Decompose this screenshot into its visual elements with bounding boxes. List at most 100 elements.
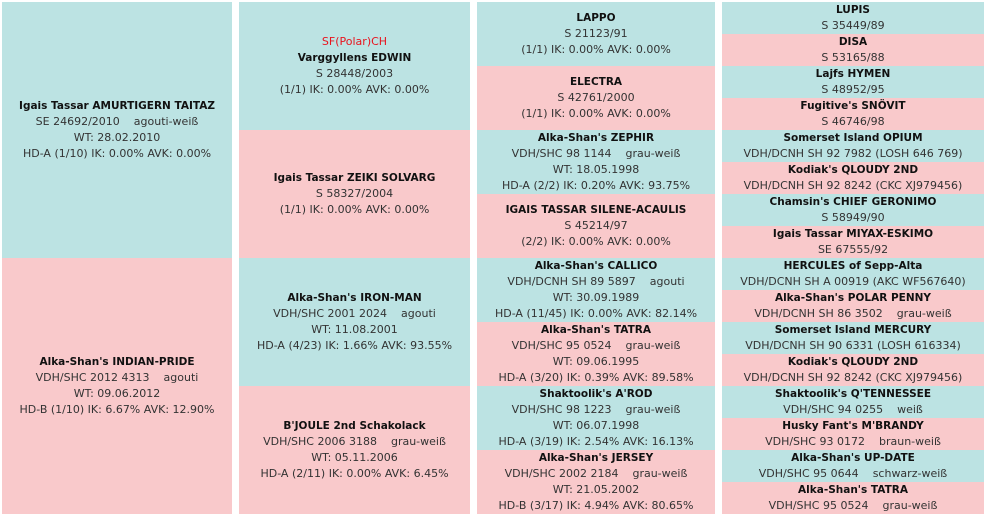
ancestor-cell-dam[interactable]: Alka-Shan's JERSEY VDH/SHC 2002 2184 grau-… (477, 450, 715, 514)
registration-number: S 42761/2000 (557, 91, 635, 104)
coat-color: grau-weiß (625, 147, 681, 160)
dog-name: Alka-Shan's UP-DATE (791, 451, 915, 464)
registration-line: S 42761/2000 (557, 90, 634, 106)
registration-line: VDH/DCNH SH 90 6331 (LOSH 616334) (745, 338, 961, 354)
ancestor-cell-dam[interactable]: Alka-Shan's TATRA VDH/SHC 95 0524 grau-wei… (477, 322, 715, 386)
registration-number: VDH/DCNH SH A 00919 (AKC WF567640) (740, 275, 966, 288)
registration-number: VDH/DCNH SH 90 6331 (LOSH 616334) (745, 339, 961, 352)
coat-color: agouti (649, 275, 685, 288)
ancestor-cell-sire[interactable]: Alka-Shan's IRON-MAN VDH/SHC 2001 2024 ago… (239, 258, 470, 386)
registration-line: VDH/SHC 93 0172 braun-weiß (765, 434, 941, 450)
coat-color: agouti-weiß (133, 115, 199, 128)
ancestor-cell-sire[interactable]: Shaktoolik's Q'TENNESSEE VDH/SHC 94 0255 w… (722, 386, 984, 418)
ancestor-cell-dam[interactable]: Fugitive's SNÖVIT S 46746/98 (722, 98, 984, 130)
ancestor-cell-dam[interactable]: Kodiak's QLOUDY 2ND VDH/DCNH SH 92 8242 (… (722, 354, 984, 386)
registration-line: VDH/SHC 95 0644 schwarz-weiß (759, 466, 947, 482)
ancestor-cell-dam[interactable]: Igais Tassar MIYAX-ESKIMO SE 67555/92 (722, 226, 984, 258)
registration-number: S 21123/91 (564, 27, 628, 40)
ancestor-cell-dam[interactable]: DISA S 53165/88 (722, 34, 984, 66)
ancestor-cell-sire[interactable]: Chamsin's CHIEF GERONIMO S 58949/90 (722, 194, 984, 226)
dog-name: Varggyllens EDWIN (297, 52, 412, 64)
registration-line: S 46746/98 (821, 114, 884, 130)
health-stats: HD-B (1/10) IK: 6.67% AVK: 12.90% (19, 403, 215, 416)
registration-number: VDH/SHC 2002 2184 (504, 467, 619, 480)
ancestor-cell-sire[interactable]: Alka-Shan's UP-DATE VDH/SHC 95 0644 schwar… (722, 450, 984, 482)
registration-line: S 53165/88 (821, 50, 884, 66)
ancestor-cell-dam[interactable]: Husky Fant's M'BRANDY VDH/SHC 93 0172 brau… (722, 418, 984, 450)
dog-name: Chamsin's CHIEF GERONIMO (769, 195, 937, 208)
coat-color: schwarz-weiß (872, 467, 948, 480)
registration-number: VDH/SHC 95 0644 (758, 467, 859, 480)
ancestor-cell-sire[interactable]: Somerset Island OPIUM VDH/DCNH SH 92 7982… (722, 130, 984, 162)
ancestor-cell-sire[interactable]: LUPIS S 35449/89 (722, 2, 984, 34)
ancestor-cell-sire[interactable]: Igais Tassar AMURTIGERN TAITAZ SE 24692/2… (2, 2, 232, 258)
registration-line: VDH/DCNH SH 92 7982 (LOSH 646 769) (743, 146, 962, 162)
health-stats: (1/1) IK: 0.00% AVK: 0.00% (521, 107, 671, 120)
dog-name: Igais Tassar ZEIKI SOLVARG (273, 172, 436, 184)
registration-number: VDH/SHC 2006 3188 (263, 435, 377, 448)
ancestor-cell-dam[interactable]: B'JOULE 2nd Schakolack VDH/SHC 2006 3188 g… (239, 386, 470, 514)
health-stats: (2/2) IK: 0.00% AVK: 0.00% (521, 235, 671, 248)
dog-name: Husky Fant's M'BRANDY (782, 419, 924, 432)
ancestor-cell-dam[interactable]: Kodiak's QLOUDY 2ND VDH/DCNH SH 92 8242 (… (722, 162, 984, 194)
ancestor-cell-sire[interactable]: Alka-Shan's CALLICO VDH/DCNH SH 89 5897 ag… (477, 258, 715, 322)
registration-number: S 58327/2004 (315, 187, 394, 200)
dog-name: Shaktoolik's A'ROD (539, 388, 653, 400)
registration-number: VDH/DCNH SH 92 7982 (LOSH 646 769) (743, 147, 963, 160)
ancestor-cell-dam[interactable]: Alka-Shan's INDIAN-PRIDE VDH/SHC 2012 431… (2, 258, 232, 514)
generation-4-column: LUPIS S 35449/89 DISA S 53165/88 Lajfs HYMEN… (722, 2, 984, 514)
ancestor-cell-dam[interactable]: Alka-Shan's TATRA VDH/SHC 95 0524 grau-wei… (722, 482, 984, 514)
dog-name: IGAIS TASSAR SILENE-ACAULIS (505, 204, 687, 216)
birth-date: WT: 09.06.1995 (552, 355, 640, 368)
ancestor-cell-dam[interactable]: Igais Tassar ZEIKI SOLVARG S 58327/2004 (1… (239, 130, 470, 258)
dog-name: Kodiak's QLOUDY 2ND (787, 355, 919, 368)
health-stats: HD-A (1/10) IK: 0.00% AVK: 0.00% (22, 147, 212, 160)
coat-color: grau-weiß (632, 467, 688, 480)
ancestor-cell-dam[interactable]: Alka-Shan's POLAR PENNY VDH/DCNH SH 86 35… (722, 290, 984, 322)
registration-number: VDH/SHC 94 0255 (783, 403, 884, 416)
birth-date: WT: 11.08.2001 (311, 323, 398, 336)
health-stats: (1/1) IK: 0.00% AVK: 0.00% (279, 83, 430, 96)
registration-line: S 35449/89 (821, 18, 884, 34)
registration-number: VDH/DCNH SH 92 8242 (CKC XJ979456) (743, 371, 963, 384)
registration-line: VDH/SHC 2012 4313 agouti (36, 370, 199, 386)
registration-number: S 48952/95 (821, 83, 885, 96)
ancestor-cell-dam[interactable]: ELECTRA S 42761/2000 (1/1) IK: 0.00% AVK: … (477, 66, 715, 130)
registration-line: VDH/SHC 94 0255 weiß (783, 402, 923, 418)
ancestor-cell-sire[interactable]: SF(Polar)CH Varggyllens EDWIN S 28448/2003… (239, 2, 470, 130)
dog-name: Alka-Shan's INDIAN-PRIDE (39, 356, 195, 368)
coat-color: weiß (897, 403, 923, 416)
ancestor-cell-sire[interactable]: Lajfs HYMEN S 48952/95 (722, 66, 984, 98)
registration-number: VDH/SHC 98 1144 (511, 147, 612, 160)
ancestor-cell-sire[interactable]: Shaktoolik's A'ROD VDH/SHC 98 1223 grau-we… (477, 386, 715, 450)
dog-name: Alka-Shan's ZEPHIR (537, 132, 655, 144)
registration-line: VDH/SHC 95 0524 grau-weiß (512, 338, 681, 354)
ancestor-cell-sire[interactable]: LAPPO S 21123/91 (1/1) IK: 0.00% AVK: 0.00… (477, 2, 715, 66)
health-stats: (1/1) IK: 0.00% AVK: 0.00% (279, 203, 430, 216)
registration-line: VDH/DCNH SH 92 8242 (CKC XJ979456) (744, 178, 963, 194)
ancestor-cell-dam[interactable]: IGAIS TASSAR SILENE-ACAULIS S 45214/97 (2/… (477, 194, 715, 258)
ancestor-cell-sire[interactable]: Somerset Island MERCURY VDH/DCNH SH 90 63… (722, 322, 984, 354)
dog-name: HERCULES of Sepp-Alta (783, 259, 923, 272)
birth-date: WT: 18.05.1998 (552, 163, 640, 176)
registration-line: VDH/SHC 95 0524 grau-weiß (769, 498, 938, 514)
registration-number: VDH/SHC 95 0524 (511, 339, 612, 352)
generation-3-column: LAPPO S 21123/91 (1/1) IK: 0.00% AVK: 0.00… (477, 2, 715, 514)
dog-title: SF(Polar)CH (321, 35, 388, 48)
ancestor-cell-sire[interactable]: Alka-Shan's ZEPHIR VDH/SHC 98 1144 grau-we… (477, 130, 715, 194)
health-stats: HD-A (4/23) IK: 1.66% AVK: 93.55% (256, 339, 453, 352)
registration-line: SE 67555/92 (818, 242, 888, 258)
registration-number: S 46746/98 (821, 115, 885, 128)
registration-line: SE 24692/2010 agouti-weiß (36, 114, 199, 130)
birth-date: WT: 06.07.1998 (552, 419, 640, 432)
registration-number: VDH/SHC 93 0172 (765, 435, 865, 448)
registration-line: S 45214/97 (564, 218, 627, 234)
health-stats: HD-A (2/11) IK: 0.00% AVK: 6.45% (260, 467, 449, 480)
dog-name: Shaktoolik's Q'TENNESSEE (774, 387, 932, 400)
ancestor-cell-sire[interactable]: HERCULES of Sepp-Alta VDH/DCNH SH A 00919… (722, 258, 984, 290)
dog-name: ELECTRA (569, 76, 623, 88)
dog-name: Alka-Shan's JERSEY (538, 452, 654, 464)
generation-1-column: Igais Tassar AMURTIGERN TAITAZ SE 24692/2… (2, 2, 232, 514)
birth-date: WT: 05.11.2006 (311, 451, 398, 464)
